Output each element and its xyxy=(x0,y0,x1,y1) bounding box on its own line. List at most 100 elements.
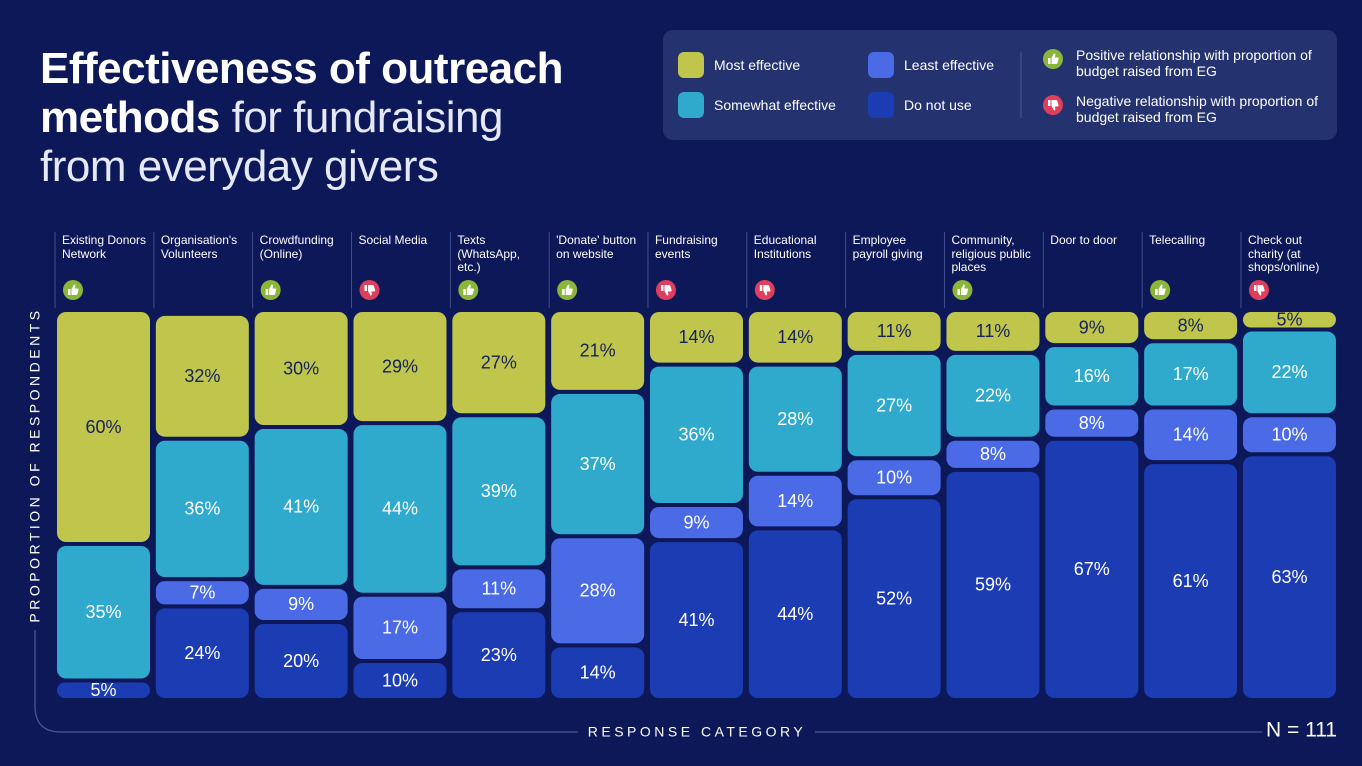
bar-segment xyxy=(946,312,1040,351)
value-label: 28% xyxy=(580,581,616,601)
value-label: 24% xyxy=(184,643,220,663)
value-label: 11% xyxy=(877,321,912,341)
value-label: 9% xyxy=(1079,317,1105,337)
bar-segment xyxy=(748,530,842,698)
value-label: 8% xyxy=(1079,413,1105,433)
bar-segment xyxy=(1242,417,1336,453)
bar-segment xyxy=(748,312,842,363)
value-label: 36% xyxy=(184,499,220,519)
legend-swatch xyxy=(868,92,894,118)
relationship-icon xyxy=(260,280,281,300)
bar-segment xyxy=(155,440,249,578)
legend-swatch xyxy=(678,52,704,78)
value-label: 29% xyxy=(382,356,418,376)
legend-swatch xyxy=(678,92,704,118)
value-label: 7% xyxy=(189,583,215,603)
value-label: 63% xyxy=(1271,567,1307,587)
category-label: Educational Institutions xyxy=(753,233,817,261)
value-label: 14% xyxy=(580,662,616,682)
value-label: 11% xyxy=(481,579,516,599)
value-label: 32% xyxy=(184,366,220,386)
bar-segment xyxy=(847,499,941,698)
bar-segment xyxy=(452,312,546,414)
value-label: 60% xyxy=(85,417,121,437)
bar-segment xyxy=(1045,347,1139,406)
value-label: 16% xyxy=(1074,366,1110,386)
value-label: 22% xyxy=(975,386,1011,406)
value-label: 52% xyxy=(876,588,912,608)
bar-segment xyxy=(551,538,645,644)
value-label: 41% xyxy=(283,497,319,517)
bar-segment xyxy=(946,471,1040,698)
title-bold: Effectiveness of outreach methods xyxy=(40,44,564,142)
value-label: 8% xyxy=(1178,315,1204,335)
bar-segment xyxy=(847,312,941,351)
bar-segment xyxy=(57,546,150,679)
value-label: 14% xyxy=(777,327,813,347)
axis-bracket xyxy=(34,630,1262,733)
bar-segment xyxy=(353,596,447,659)
category-label: 'Donate' button on website xyxy=(556,233,637,261)
bar-segment xyxy=(946,440,1040,468)
bar-segment xyxy=(551,393,645,535)
value-label: 27% xyxy=(876,395,912,415)
value-label: 44% xyxy=(382,499,418,519)
relationship-icon xyxy=(655,280,676,300)
category-label: Texts (WhatsApp, etc.) xyxy=(457,233,521,274)
relationship-icon xyxy=(359,280,380,300)
relationship-icon xyxy=(1150,280,1171,300)
bar-segment xyxy=(649,312,743,363)
category-label: Crowdfunding (Online) xyxy=(259,233,334,261)
relationship-icon xyxy=(754,280,775,300)
value-label: 39% xyxy=(481,481,517,501)
bar-segment xyxy=(254,312,348,425)
bar-segment xyxy=(847,460,941,496)
relationship-icon xyxy=(1248,280,1269,300)
value-label: 61% xyxy=(1173,571,1209,591)
value-label: 10% xyxy=(382,670,418,690)
bar-segment xyxy=(1045,440,1139,698)
bar-segment xyxy=(452,569,546,609)
bar-segment xyxy=(847,354,941,457)
value-label: 14% xyxy=(678,327,714,347)
legend-label: Do not use xyxy=(904,97,972,113)
value-label: 22% xyxy=(1271,362,1307,382)
x-axis-label: RESPONSE CATEGORY xyxy=(588,724,806,740)
value-label: 67% xyxy=(1074,559,1110,579)
bar-segment xyxy=(551,312,645,390)
bar-segment xyxy=(1242,456,1336,698)
legend-swatch xyxy=(868,52,894,78)
legend-relationship: Positive relationship with proportion of… xyxy=(1076,47,1312,79)
value-label: 23% xyxy=(481,645,517,665)
value-label: 20% xyxy=(283,651,319,671)
legend-relationship: Negative relationship with proportion of… xyxy=(1076,93,1319,125)
bar-segment xyxy=(748,366,842,472)
bar-segment xyxy=(748,475,842,527)
bar-segment xyxy=(1144,343,1238,406)
value-label: 59% xyxy=(975,575,1011,595)
relationship-icon xyxy=(557,280,578,300)
value-label: 9% xyxy=(288,594,314,614)
bar-segment xyxy=(649,366,743,503)
value-label: 8% xyxy=(980,444,1006,464)
bar-segment xyxy=(353,425,447,593)
value-label: 10% xyxy=(1271,425,1307,445)
relationship-icon xyxy=(63,280,83,300)
value-label: 5% xyxy=(1276,310,1302,330)
legend-label: Most effective xyxy=(714,57,801,73)
bar-segment xyxy=(649,542,743,698)
value-label: 37% xyxy=(580,454,616,474)
category-label: Social Media xyxy=(358,233,428,247)
value-label: 36% xyxy=(678,425,714,445)
value-label: 11% xyxy=(976,321,1011,341)
note: N = 111 xyxy=(1266,719,1337,742)
value-label: 35% xyxy=(85,602,121,622)
bar-segment xyxy=(1144,409,1238,461)
category-label: Employee payroll giving xyxy=(852,233,923,261)
legend-icon xyxy=(1043,95,1063,115)
bar-segment xyxy=(155,581,249,605)
value-label: 44% xyxy=(777,604,813,624)
value-label: 21% xyxy=(580,341,616,361)
